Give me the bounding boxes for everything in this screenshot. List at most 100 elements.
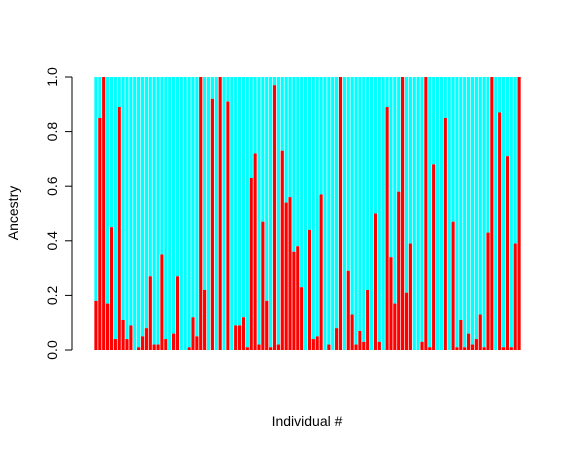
bar-component-2 (207, 77, 210, 350)
bar-component-2 (195, 77, 198, 336)
bar-component-1 (141, 336, 144, 350)
bar-component-1 (405, 293, 408, 350)
bar-component-2 (451, 77, 454, 222)
bar-component-1 (226, 102, 229, 350)
y-tick-label: 0.6 (44, 176, 60, 196)
bar-component-2 (296, 77, 299, 246)
bar-component-2 (145, 77, 148, 328)
bar-component-1 (114, 339, 117, 350)
bar-component-2 (129, 77, 132, 325)
bar-component-2 (362, 77, 365, 342)
bar-component-2 (417, 77, 420, 350)
bar-component-2 (389, 77, 392, 257)
bar-component-1 (319, 194, 322, 350)
bar-component-1 (486, 233, 489, 350)
bar-component-2 (180, 77, 183, 350)
bar-component-2 (486, 77, 489, 233)
bars-group (94, 77, 520, 350)
bar-component-2 (436, 77, 439, 350)
bar-component-2 (335, 77, 338, 328)
bar-component-2 (281, 77, 284, 151)
bar-component-1 (351, 315, 354, 350)
bar-component-2 (323, 77, 326, 350)
bar-component-2 (483, 77, 486, 347)
bar-component-2 (114, 77, 117, 339)
bar-component-1 (285, 203, 288, 350)
bar-component-2 (246, 77, 249, 347)
bar-component-2 (432, 77, 435, 164)
bar-component-1 (188, 347, 191, 350)
bar-component-2 (413, 77, 416, 350)
y-tick-label: 0.8 (44, 122, 60, 142)
bar-component-1 (145, 328, 148, 350)
bar-component-2 (494, 77, 497, 350)
bar-component-2 (514, 77, 517, 244)
bar-component-2 (257, 77, 260, 345)
bar-component-2 (137, 77, 140, 347)
bar-component-1 (432, 164, 435, 350)
bar-component-1 (479, 315, 482, 350)
bar-component-2 (304, 77, 307, 350)
bar-component-2 (312, 77, 315, 339)
bar-component-1 (94, 301, 97, 350)
bar-component-2 (327, 77, 330, 345)
bar-component-1 (199, 77, 202, 350)
y-tick-label: 0.4 (44, 231, 60, 251)
bar-component-1 (339, 77, 342, 350)
bar-component-2 (265, 77, 268, 301)
bar-component-2 (467, 77, 470, 334)
y-tick-label: 0.2 (44, 285, 60, 305)
bar-component-2 (191, 77, 194, 317)
bar-component-2 (347, 77, 350, 271)
bar-component-2 (273, 77, 276, 85)
bar-component-2 (94, 77, 97, 301)
bar-component-1 (393, 304, 396, 350)
bar-component-2 (440, 77, 443, 350)
y-axis-label: Ancestry (5, 186, 21, 240)
bar-component-1 (153, 345, 156, 350)
bar-component-2 (254, 77, 257, 153)
bar-component-2 (222, 77, 225, 350)
bar-component-1 (172, 334, 175, 350)
bar-component-1 (327, 345, 330, 350)
bar-component-1 (362, 342, 365, 350)
bar-component-1 (125, 339, 128, 350)
bar-component-1 (261, 222, 264, 350)
bar-component-2 (242, 77, 245, 317)
x-axis-label: Individual # (272, 413, 343, 429)
bar-component-2 (141, 77, 144, 336)
bar-component-1 (110, 227, 113, 350)
bar-component-1 (265, 301, 268, 350)
bar-component-2 (234, 77, 237, 325)
bar-component-2 (382, 77, 385, 350)
bar-component-1 (308, 230, 311, 350)
bar-component-1 (401, 77, 404, 350)
bar-component-1 (451, 222, 454, 350)
y-axis-ticks: 0.0 0.2 0.4 0.6 0.8 1.0 (44, 67, 72, 360)
bar-component-2 (288, 77, 291, 197)
bar-component-2 (510, 77, 513, 347)
bar-component-1 (517, 77, 520, 350)
bar-component-1 (122, 320, 125, 350)
bar-component-1 (459, 320, 462, 350)
bar-component-2 (479, 77, 482, 315)
bar-component-2 (261, 77, 264, 222)
bar-component-1 (354, 345, 357, 350)
bar-component-2 (444, 77, 447, 118)
bar-component-1 (250, 178, 253, 350)
bar-component-1 (424, 77, 427, 350)
bar-component-2 (343, 77, 346, 350)
bar-component-2 (331, 77, 334, 350)
bar-component-2 (285, 77, 288, 203)
bar-component-1 (444, 118, 447, 350)
bar-component-2 (149, 77, 152, 276)
bar-component-1 (347, 271, 350, 350)
bar-component-1 (156, 345, 159, 350)
bar-component-1 (191, 317, 194, 350)
bar-component-1 (277, 345, 280, 350)
bar-component-1 (389, 257, 392, 350)
bar-component-1 (254, 153, 257, 350)
bar-component-1 (137, 347, 140, 350)
bar-component-1 (106, 304, 109, 350)
